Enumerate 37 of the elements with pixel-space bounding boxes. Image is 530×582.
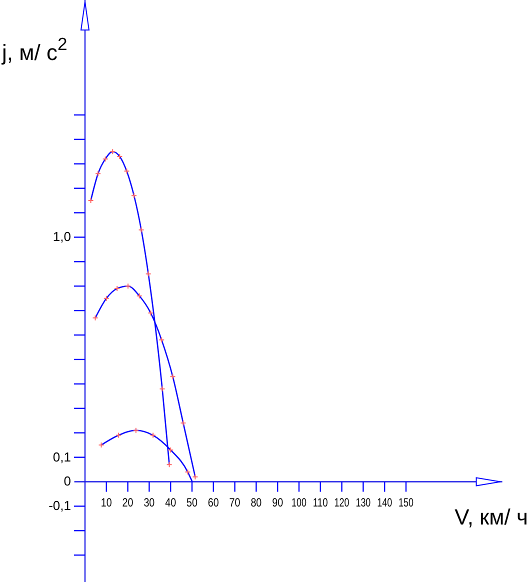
- point: [124, 168, 130, 174]
- x-tick-label: 30: [144, 496, 158, 510]
- x-tick-label: 120: [334, 496, 354, 510]
- x-tick-label: 20: [122, 496, 136, 510]
- y-tick-label: 1,0: [52, 229, 71, 244]
- x-axis-title: V, км/ ч: [454, 504, 528, 530]
- point: [92, 314, 98, 321]
- x-tick-label: 40: [165, 496, 178, 510]
- point: [150, 432, 156, 438]
- point: [159, 386, 166, 392]
- y-axis-title: j, м/ с$^{2}$: [1, 34, 68, 65]
- y-tick-label: -0,1: [48, 498, 71, 514]
- point: [136, 292, 142, 299]
- x-tick-label: 130: [356, 496, 376, 510]
- point: [95, 170, 102, 177]
- point: [166, 462, 172, 468]
- x-tick-label: 110: [312, 496, 332, 510]
- x-tick-label: 70: [229, 496, 243, 510]
- point: [158, 336, 165, 343]
- point: [170, 374, 176, 380]
- point: [145, 270, 152, 277]
- point: [116, 432, 122, 438]
- point: [192, 474, 198, 480]
- x-tick-label: 100: [292, 496, 312, 510]
- point: [138, 226, 144, 233]
- point: [110, 148, 116, 155]
- point: [103, 295, 110, 302]
- x-tick-label: 80: [250, 496, 264, 510]
- x-tick-label: 90: [272, 496, 286, 510]
- x-tick-label: 10: [100, 496, 114, 510]
- x-tick-label: 50: [186, 496, 200, 510]
- point: [132, 427, 139, 434]
- x-tick-label: 140: [377, 496, 398, 510]
- y-tick-label: 0,1: [52, 449, 71, 464]
- x-tick-label: 150: [398, 496, 419, 510]
- y-tick-label: 0: [64, 474, 71, 489]
- x-tick-label: 60: [208, 496, 222, 510]
